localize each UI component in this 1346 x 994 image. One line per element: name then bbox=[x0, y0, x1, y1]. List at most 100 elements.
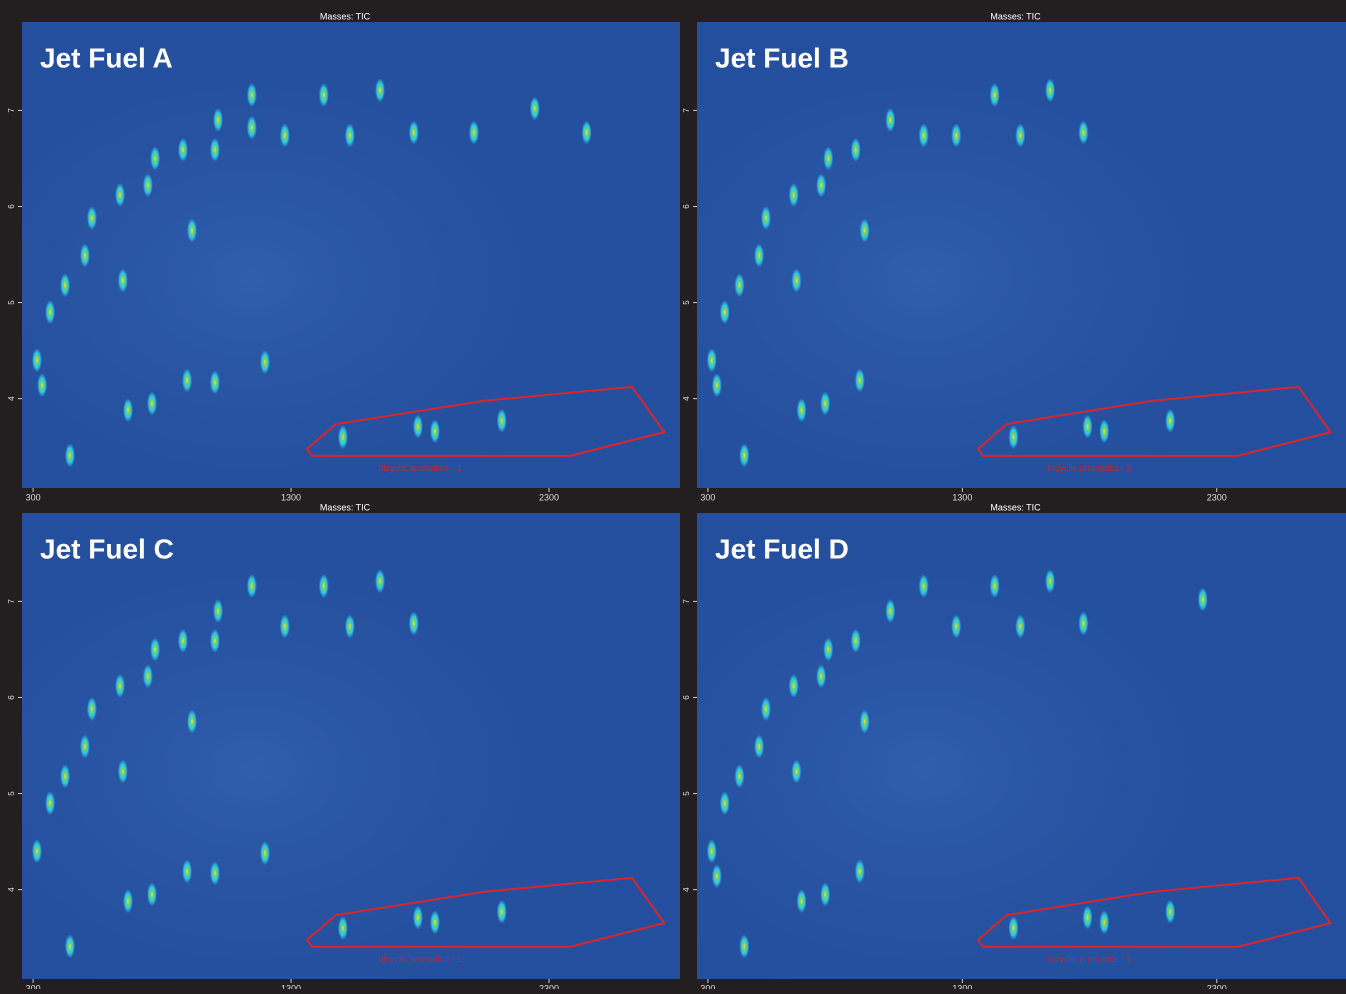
y-tick-label: 4 bbox=[682, 396, 691, 401]
peak bbox=[1008, 425, 1019, 450]
y-tick-label: 5 bbox=[7, 300, 16, 305]
background-haze bbox=[22, 22, 680, 488]
peak bbox=[711, 373, 722, 398]
peak bbox=[1165, 408, 1176, 433]
peak bbox=[182, 859, 193, 884]
header: Masses: TIC bbox=[320, 11, 371, 21]
x-tick-label: 2300 bbox=[539, 983, 559, 989]
peak bbox=[788, 182, 799, 207]
peak bbox=[246, 115, 257, 140]
peak bbox=[45, 300, 56, 325]
x-tick-label: 300 bbox=[700, 492, 715, 502]
peak bbox=[496, 899, 507, 924]
peak bbox=[123, 889, 134, 914]
header: Masses: TIC bbox=[320, 502, 371, 512]
y-tick-label: 6 bbox=[682, 204, 691, 209]
region-outline bbox=[305, 876, 666, 948]
peak bbox=[989, 574, 1000, 599]
peak bbox=[186, 218, 197, 243]
panel-title: Jet Fuel C bbox=[40, 533, 174, 564]
peak bbox=[177, 137, 188, 162]
peak bbox=[37, 373, 48, 398]
peak bbox=[1045, 569, 1056, 594]
peak bbox=[1015, 123, 1026, 148]
y-tick-label: 7 bbox=[7, 108, 16, 113]
peak bbox=[854, 859, 865, 884]
peak bbox=[734, 764, 745, 789]
peak bbox=[754, 734, 765, 759]
region-outline bbox=[976, 385, 1333, 457]
peak bbox=[79, 734, 90, 759]
peak bbox=[31, 839, 42, 864]
peak bbox=[64, 443, 75, 468]
region-label: bicyclic aromatics - 1 bbox=[378, 463, 462, 473]
peak bbox=[823, 146, 834, 171]
peak bbox=[123, 398, 134, 423]
panel-title: Jet Fuel A bbox=[40, 42, 173, 73]
peak bbox=[581, 120, 592, 145]
peak bbox=[45, 791, 56, 816]
peak bbox=[918, 574, 929, 599]
peak bbox=[1078, 611, 1089, 636]
peak bbox=[989, 83, 1000, 108]
peak bbox=[760, 206, 771, 231]
peak bbox=[739, 443, 750, 468]
peak bbox=[337, 916, 348, 941]
peak bbox=[64, 934, 75, 959]
region-label: bicyclic aromatics - 1 bbox=[1048, 954, 1132, 964]
peak bbox=[760, 697, 771, 722]
peak bbox=[279, 614, 290, 639]
y-tick-label: 6 bbox=[7, 204, 16, 209]
peak bbox=[719, 791, 730, 816]
x-tick-label: 1300 bbox=[952, 983, 972, 989]
y-tick-label: 7 bbox=[682, 599, 691, 604]
peak bbox=[186, 709, 197, 734]
peak bbox=[468, 120, 479, 145]
peak bbox=[816, 173, 827, 198]
peak bbox=[375, 569, 386, 594]
region-label: bicyclic aromatics - 1 bbox=[378, 954, 462, 964]
y-tick-label: 5 bbox=[7, 791, 16, 796]
peak bbox=[496, 408, 507, 433]
region-label: bicyclic aromatics - 1 bbox=[1048, 463, 1132, 473]
peak bbox=[1015, 614, 1026, 639]
peak bbox=[177, 628, 188, 653]
peak bbox=[796, 398, 807, 423]
peak bbox=[791, 759, 802, 784]
peak bbox=[117, 268, 128, 293]
peak bbox=[209, 861, 220, 886]
peak bbox=[823, 637, 834, 662]
region-outline bbox=[976, 876, 1333, 948]
background-haze bbox=[697, 22, 1346, 488]
peak bbox=[1082, 905, 1093, 930]
peak bbox=[859, 218, 870, 243]
x-tick-label: 300 bbox=[26, 492, 41, 502]
y-tick-label: 4 bbox=[7, 887, 16, 892]
peak bbox=[885, 599, 896, 624]
peak bbox=[375, 78, 386, 103]
peak bbox=[213, 108, 224, 133]
y-tick-label: 6 bbox=[7, 695, 16, 700]
peak bbox=[60, 764, 71, 789]
peak bbox=[259, 841, 270, 866]
x-tick-label: 1300 bbox=[952, 492, 972, 502]
peak bbox=[209, 370, 220, 395]
header: Masses: TIC bbox=[990, 502, 1041, 512]
peak bbox=[820, 882, 831, 907]
peak bbox=[279, 123, 290, 148]
peak bbox=[1045, 78, 1056, 103]
peak bbox=[529, 96, 540, 121]
peak bbox=[859, 709, 870, 734]
peak bbox=[86, 206, 97, 231]
peak bbox=[1008, 916, 1019, 941]
peak bbox=[182, 368, 193, 393]
peak bbox=[796, 889, 807, 914]
background-haze bbox=[697, 513, 1346, 979]
peak bbox=[1197, 587, 1208, 612]
x-tick-label: 300 bbox=[26, 983, 41, 989]
x-tick-label: 1300 bbox=[281, 492, 301, 502]
peak bbox=[885, 108, 896, 133]
peak bbox=[739, 934, 750, 959]
